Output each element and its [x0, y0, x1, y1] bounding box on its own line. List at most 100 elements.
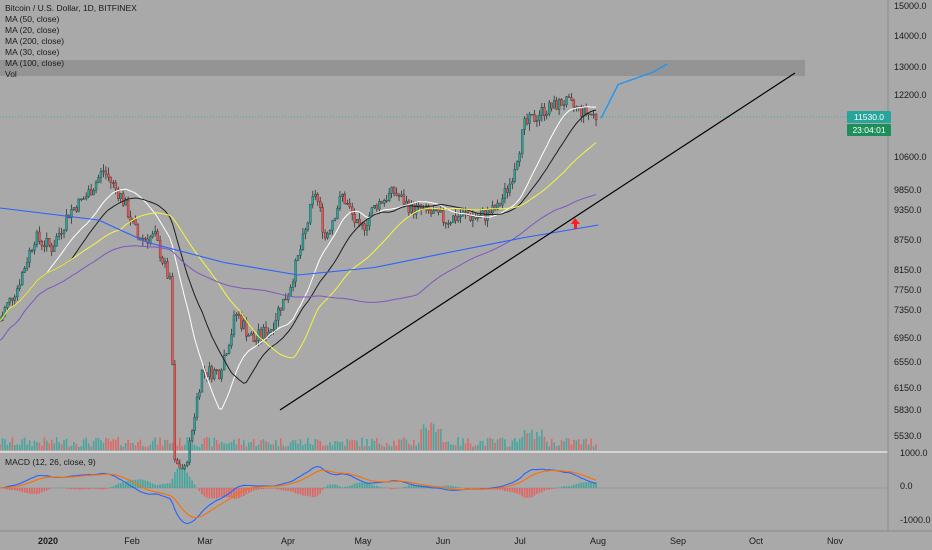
candle-down — [363, 223, 366, 231]
candle-up — [326, 233, 329, 239]
volume-bar — [154, 437, 156, 450]
candle-down — [117, 188, 120, 199]
volume-bar — [169, 443, 171, 450]
candle-down — [284, 298, 287, 301]
macd-hist-bar — [171, 478, 174, 488]
volume-bar — [462, 438, 464, 450]
volume-bar — [129, 443, 132, 450]
macd-hist-bar — [526, 488, 528, 498]
volume-bar — [329, 442, 331, 450]
macd-hist-bar — [240, 488, 243, 497]
volume-bar — [146, 446, 149, 450]
legend-ma20[interactable]: MA (20, close) — [5, 25, 60, 35]
candle-up — [269, 329, 273, 333]
macd-hist-bar — [203, 488, 206, 497]
macd-hist-bar — [405, 486, 408, 488]
candle-up — [338, 196, 342, 209]
volume-bar — [284, 446, 287, 450]
macd-hist-bar — [102, 488, 105, 490]
candle-up — [368, 215, 371, 226]
volume-bar — [275, 439, 277, 450]
candle-up — [3, 307, 7, 316]
legend-ma100[interactable]: MA (100, close) — [5, 58, 65, 68]
macd-hist-bar — [560, 486, 563, 488]
volume-bar — [90, 446, 92, 450]
candle-up — [370, 207, 374, 216]
volume-bar — [437, 429, 440, 450]
candle-up — [501, 198, 504, 206]
volume-bar — [18, 444, 21, 450]
candle-up — [289, 287, 292, 297]
candle-up — [225, 353, 228, 356]
volume-bar — [255, 446, 257, 450]
volume-bar — [60, 444, 63, 450]
macd-hist-bar — [132, 479, 134, 488]
volume-bar — [467, 438, 469, 450]
volume-bar — [73, 442, 75, 450]
volume-bar — [506, 446, 509, 450]
candle-up — [513, 169, 516, 182]
price-tick: 13000.0 — [894, 62, 927, 72]
volume-bar — [464, 443, 467, 450]
volume-bar — [430, 422, 432, 450]
macd-hist-bar — [565, 486, 568, 488]
candle-up — [518, 153, 521, 162]
volume-bar — [270, 444, 272, 450]
macd-tick: 1000.0 — [900, 448, 928, 458]
volume-bar — [176, 445, 179, 450]
macd-hist-bar — [543, 488, 546, 491]
legend-vol[interactable]: Vol — [5, 69, 17, 79]
legend-ma200[interactable]: MA (200, close) — [5, 36, 65, 46]
candle-up — [528, 114, 531, 124]
candle-up — [262, 327, 265, 339]
macd-hist-bar — [82, 488, 85, 490]
volume-bar — [257, 444, 260, 450]
candle-down — [11, 297, 14, 301]
candle-up — [336, 208, 339, 219]
volume-bar — [75, 444, 78, 450]
macd-hist-bar — [302, 488, 304, 496]
volume-bar — [422, 424, 425, 450]
macd-hist-bar — [38, 488, 41, 494]
volume-bar — [469, 443, 472, 450]
volume-bar — [592, 446, 595, 450]
volume-bar — [358, 446, 361, 450]
resistance-zone — [0, 60, 805, 76]
macd-legend[interactable]: MACD (12, 26, close, 9) — [5, 457, 96, 467]
volume-bar — [578, 439, 580, 450]
macd-hist-bar — [250, 488, 253, 492]
macd-hist-bar — [243, 488, 245, 496]
candle-up — [471, 216, 475, 221]
legend-ma50[interactable]: MA (50, close) — [5, 14, 60, 24]
candle-down — [572, 100, 576, 108]
volume-bar — [247, 442, 250, 450]
candle-down — [136, 224, 140, 238]
macd-hist-bar — [568, 486, 570, 488]
volume-bar — [339, 441, 341, 450]
volume-bar — [102, 442, 105, 450]
macd-hist-bar — [312, 488, 314, 498]
macd-hist-bar — [23, 488, 26, 493]
macd-hist-bar — [211, 488, 213, 499]
volume-bar — [80, 445, 83, 450]
candle-up — [388, 193, 391, 201]
macd-hist-bar — [314, 488, 317, 497]
price-tick: 7350.0 — [894, 305, 922, 315]
macd-hist-bar — [459, 487, 462, 488]
macd-hist-bar — [110, 487, 112, 488]
macd-hist-bar — [412, 484, 415, 488]
macd-hist-bar — [329, 484, 331, 488]
up-arrow-icon — [571, 218, 580, 229]
candle-up — [309, 203, 312, 224]
macd-hist-bar — [95, 488, 97, 489]
volume-bar — [398, 439, 400, 450]
volume-bar — [452, 444, 454, 450]
macd-hist-bar — [169, 483, 171, 488]
legend-ma30[interactable]: MA (30, close) — [5, 47, 60, 57]
candle-up — [365, 225, 369, 231]
price-tick: 7750.0 — [894, 285, 922, 295]
price-tick: 8750.0 — [894, 235, 922, 245]
price-tick: 6150.0 — [894, 383, 922, 393]
macd-hist-bar — [309, 488, 312, 497]
